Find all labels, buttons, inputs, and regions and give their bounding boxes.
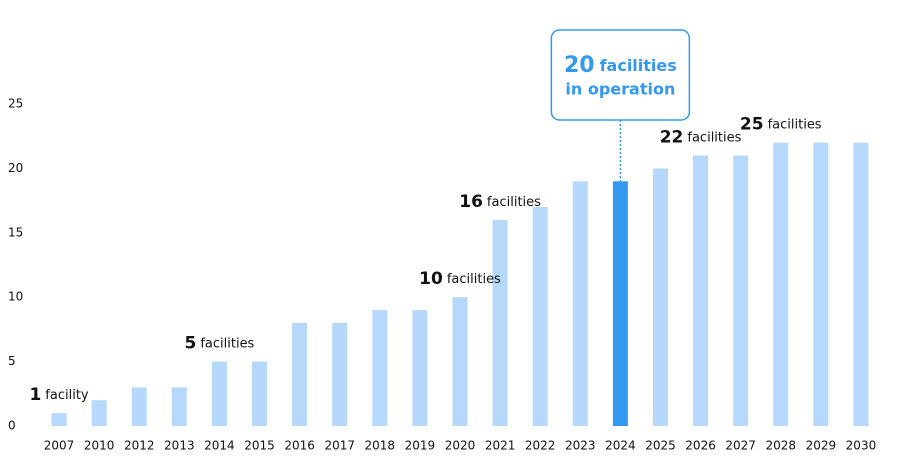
annotation: 5 facilities	[184, 334, 254, 354]
x-tick-label: 2028	[765, 439, 796, 453]
bar	[171, 387, 187, 426]
x-tick-label: 2015	[244, 439, 275, 453]
bar	[131, 387, 147, 426]
x-tick-label: 2010	[84, 439, 115, 453]
bar	[51, 413, 67, 426]
x-tick-label: 2023	[565, 439, 596, 453]
bar	[693, 155, 709, 426]
y-tick-label: 25	[8, 97, 23, 111]
bar	[452, 297, 468, 426]
x-tick-label: 2026	[685, 439, 716, 453]
callout-unit: facilities	[600, 56, 677, 75]
annotation: 10 facilities	[419, 269, 501, 289]
annotation-unit: facilities	[687, 130, 741, 145]
x-tick-label: 2027	[725, 439, 756, 453]
annotation-count: 10	[419, 269, 443, 289]
y-tick-label: 20	[8, 161, 23, 175]
annotation-count: 1	[29, 385, 41, 405]
bar	[853, 142, 869, 426]
callout-count: 20	[564, 53, 595, 78]
annotation: 22 facilities	[660, 128, 742, 148]
bar	[652, 168, 668, 426]
annotation-count: 16	[459, 192, 483, 212]
y-tick-label: 5	[8, 354, 16, 368]
x-tick-label: 2021	[485, 439, 516, 453]
x-tick-label: 2007	[44, 439, 75, 453]
callout-note: in operation	[565, 80, 675, 99]
annotation-unit: facilities	[447, 272, 501, 287]
annotation-unit: facilities	[487, 194, 541, 209]
bar	[252, 361, 268, 426]
x-tick-label: 2018	[365, 439, 396, 453]
annotation-count: 25	[740, 115, 764, 135]
x-tick-label: 2022	[525, 439, 556, 453]
annotation: 25 facilities	[740, 115, 822, 135]
annotation: 1 facility	[29, 385, 88, 405]
bar	[372, 310, 388, 426]
annotation-unit: facilities	[768, 117, 822, 132]
x-tick-label: 2017	[324, 439, 355, 453]
bar	[612, 181, 628, 426]
bar	[813, 142, 829, 426]
annotation-count: 22	[660, 128, 684, 148]
x-tick-label: 2019	[405, 439, 436, 453]
bar	[332, 322, 348, 426]
bar	[412, 310, 428, 426]
bar	[492, 219, 508, 426]
x-tick-label: 2029	[806, 439, 837, 453]
annotation: 16 facilities	[459, 192, 541, 212]
x-tick-label: 2024	[605, 439, 636, 453]
bar	[572, 181, 588, 426]
x-tick-label: 2012	[124, 439, 155, 453]
bar	[211, 361, 227, 426]
x-tick-label: 2020	[445, 439, 476, 453]
annotation-count: 5	[184, 334, 196, 354]
y-tick-label: 15	[8, 225, 23, 239]
bar	[532, 207, 548, 426]
x-tick-label: 2014	[204, 439, 235, 453]
callout-title: 20 facilities	[564, 53, 677, 78]
bar	[91, 400, 107, 426]
x-tick-label: 2013	[164, 439, 195, 453]
x-tick-label: 2030	[846, 439, 877, 453]
annotation-unit: facility	[45, 388, 89, 403]
x-tick-label: 2016	[284, 439, 315, 453]
y-tick-label: 10	[8, 290, 23, 304]
x-tick-label: 2025	[645, 439, 676, 453]
annotation-unit: facilities	[200, 336, 254, 351]
bar	[733, 155, 749, 426]
bar	[773, 142, 789, 426]
bar	[292, 322, 308, 426]
y-tick-label: 0	[8, 419, 16, 433]
